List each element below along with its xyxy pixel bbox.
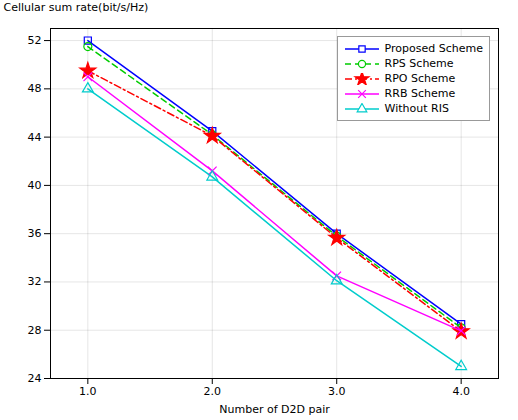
svg-text:44: 44 xyxy=(28,131,42,144)
svg-text:36: 36 xyxy=(28,227,42,240)
svg-text:48: 48 xyxy=(28,82,42,95)
svg-text:1.0: 1.0 xyxy=(79,385,97,398)
svg-text:Cellular sum rate(bit/s/Hz): Cellular sum rate(bit/s/Hz) xyxy=(4,1,149,14)
html-text:RPO Scheme: RPO Scheme xyxy=(384,72,456,85)
svg-text:2.0: 2.0 xyxy=(204,385,222,398)
html-text:RPS Scheme: RPS Scheme xyxy=(384,57,454,70)
svg-text:32: 32 xyxy=(28,275,42,288)
svg-text:Number of D2D pair: Number of D2D pair xyxy=(219,403,330,416)
svg-text:3.0: 3.0 xyxy=(328,385,346,398)
svg-text:24: 24 xyxy=(28,372,42,385)
html-text:RRB Scheme: RRB Scheme xyxy=(384,87,456,100)
html-text:Without RIS: Without RIS xyxy=(384,102,449,115)
svg-text:40: 40 xyxy=(28,179,42,192)
svg-text:28: 28 xyxy=(28,324,42,337)
svg-text:4.0: 4.0 xyxy=(452,385,470,398)
html-text:Proposed Scheme: Proposed Scheme xyxy=(384,42,483,55)
svg-text:52: 52 xyxy=(28,34,42,47)
